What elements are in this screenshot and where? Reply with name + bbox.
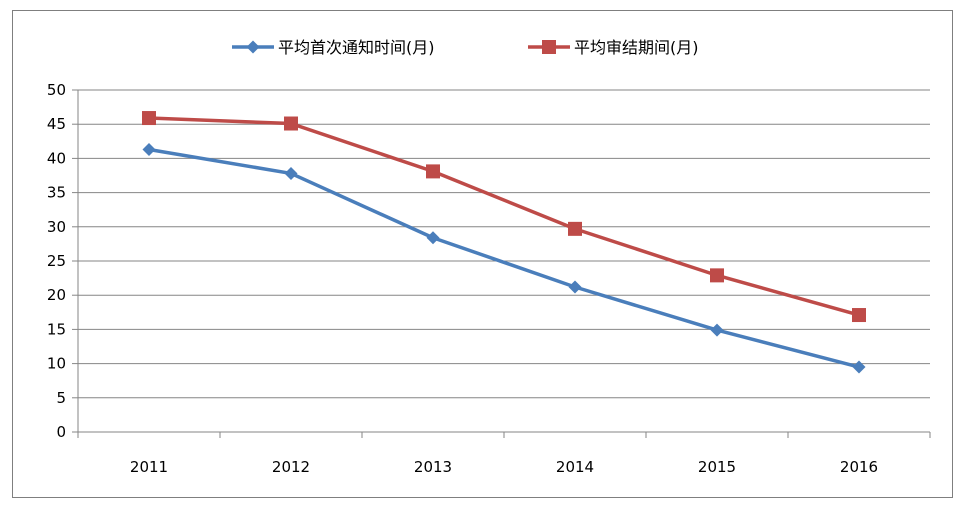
axes: 0 5 10 15 20 25 30 35 40 45 50 2011 2012 2013 2014 2015…: [47, 81, 931, 476]
x-tick-label: 2014: [556, 458, 594, 476]
data-point-s2-2013: [426, 164, 440, 179]
y-tick-label: 0: [56, 423, 66, 441]
data-point-s1-2015: [710, 323, 724, 337]
data-point-s2-2012: [284, 116, 298, 131]
series-line-2: [148, 116, 860, 317]
y-tick-label: 5: [56, 389, 66, 407]
x-tick-label: 2015: [698, 458, 736, 476]
y-tick-label: 30: [47, 218, 66, 236]
x-tick-label: 2012: [272, 458, 310, 476]
data-point-s2-2014: [568, 221, 582, 236]
y-tick-label: 50: [47, 81, 66, 99]
data-point-s1-2014: [568, 280, 582, 294]
y-tick-label: 20: [47, 286, 66, 304]
y-tick-label: 15: [47, 320, 66, 338]
legend-marker-2: [542, 40, 556, 54]
series-group: [142, 111, 866, 374]
legend-label-1: 平均首次通知时间(月): [278, 38, 435, 57]
data-point-s2-2016: [852, 308, 866, 323]
data-point-s1-2016: [852, 360, 866, 374]
data-point-s2-2015: [710, 268, 724, 283]
series-line-1: [148, 147, 860, 369]
x-tick-label: 2011: [130, 458, 168, 476]
y-tick-label: 40: [47, 149, 66, 167]
y-tick-label: 10: [47, 355, 66, 373]
data-point-s1-2012: [284, 166, 298, 180]
legend-marker-1: [246, 40, 260, 54]
y-tick-label: 25: [47, 252, 66, 270]
data-point-s1-2013: [426, 231, 440, 245]
data-point-s2-2011: [142, 111, 156, 126]
legend: 平均首次通知时间(月) 平均审结期间(月): [232, 38, 699, 57]
y-tick-label: 45: [47, 115, 66, 133]
y-tick-label: 35: [47, 184, 66, 202]
x-tick-label: 2016: [840, 458, 878, 476]
legend-label-2: 平均审结期间(月): [574, 38, 699, 57]
x-tick-label: 2013: [414, 458, 452, 476]
data-point-s1-2011: [142, 143, 156, 157]
